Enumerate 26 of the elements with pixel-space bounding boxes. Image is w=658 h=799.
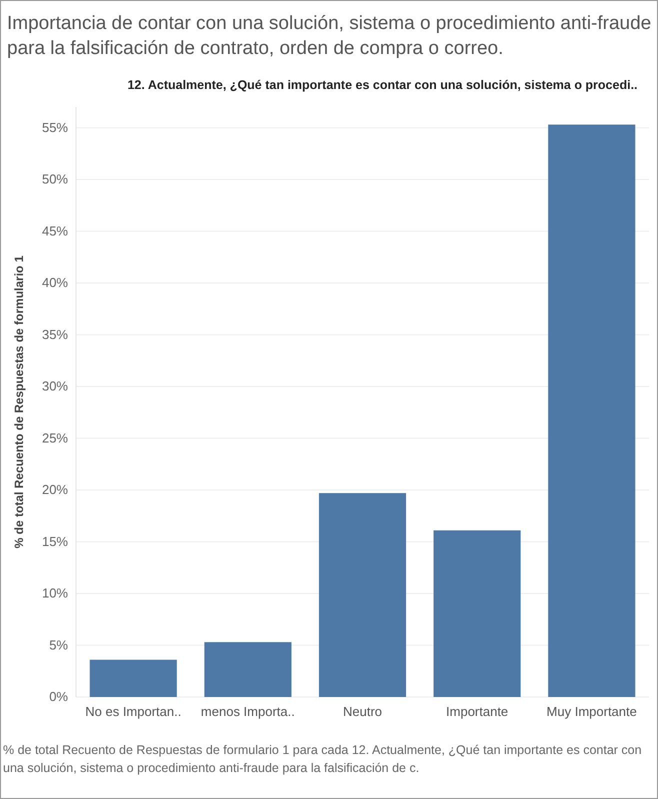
bar (204, 642, 292, 697)
y-tick-label: 30% (42, 378, 68, 394)
y-tick-label: 15% (42, 534, 68, 549)
x-tick-label: Importante (446, 704, 508, 720)
x-tick-label: Muy Importante (546, 704, 637, 720)
y-tick-label: 10% (42, 586, 68, 601)
y-tick-label: 25% (42, 430, 68, 446)
y-tick-label: 45% (42, 223, 68, 238)
y-tick-label: 35% (42, 326, 68, 342)
bar (318, 493, 406, 697)
chart-subtitle: 12. Actualmente, ¿Qué tan importante es contar con una solución, sistema o procedi.. (127, 78, 638, 92)
y-tick-label: 40% (42, 275, 68, 290)
text: % de total Recuento de Respuestas de formulario 1 para cada 12. Actualmente, ¿Qué tan importante es contar con una solución, sistema o procedimiento anti-fraude para la falsificación de c. (3, 742, 643, 777)
x-tick-label: Neutro (342, 704, 382, 720)
x-tick-label: No es Importan.. (85, 704, 182, 720)
x-tick-label: menos Importa.. (200, 704, 295, 720)
y-tick-label: 0% (49, 689, 68, 704)
chart-title: Importancia de contar con una solución, sistema o procedimiento anti-fraude para la falsificación de contrato, orden de compra o correo. (7, 12, 652, 61)
y-axis-title: % de total Recuento de Respuestas de formulario 1 (12, 255, 26, 548)
bar (548, 124, 636, 697)
y-tick-label: 5% (49, 637, 68, 652)
bar (90, 660, 177, 697)
y-tick-label: 20% (42, 482, 68, 498)
bar (434, 530, 521, 697)
y-tick-label: 50% (42, 172, 68, 187)
y-tick-label: 55% (42, 120, 68, 135)
